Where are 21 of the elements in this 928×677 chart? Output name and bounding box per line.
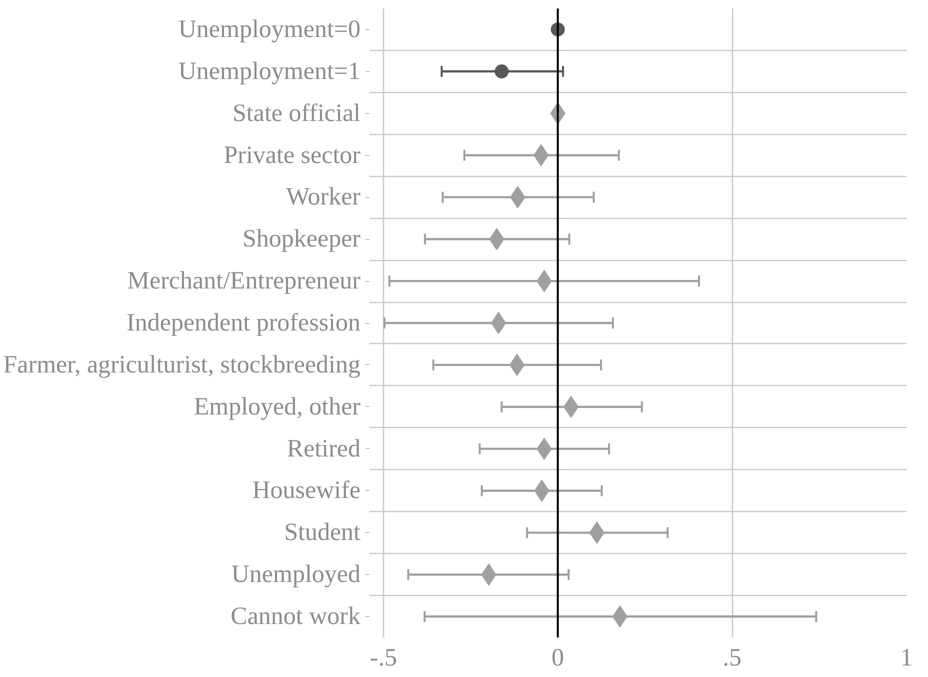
y-tick-label: Student [284,519,361,546]
x-tick-label: 1 [900,644,913,672]
x-tick-label: 0 [552,644,564,672]
y-tick-label: Private sector [224,142,362,169]
y-tick-label: Worker [286,184,362,211]
y-tick-label: Independent profession [126,310,361,336]
y-tick-label: State official [232,100,361,127]
x-tick-label: .5 [722,644,742,672]
y-tick-label: Cannot work [230,603,361,630]
y-tick-label: Retired [286,435,361,462]
y-tick-label: Employed, other [194,393,362,420]
y-tick-label: Farmer, agriculturist, stockbreeding [3,351,361,378]
point [494,64,509,78]
y-tick-label: Unemployment=0 [178,16,361,43]
y-tick-label: Merchant/Entrepreneur [127,268,362,295]
y-tick-label: Shopkeeper [242,226,362,253]
point [491,312,506,334]
y-tick-label: Housewife [252,477,361,504]
y-tick-label: Unemployment=1 [178,58,361,85]
x-tick-label: -.5 [370,644,397,672]
y-tick-label: Unemployed [231,561,361,588]
